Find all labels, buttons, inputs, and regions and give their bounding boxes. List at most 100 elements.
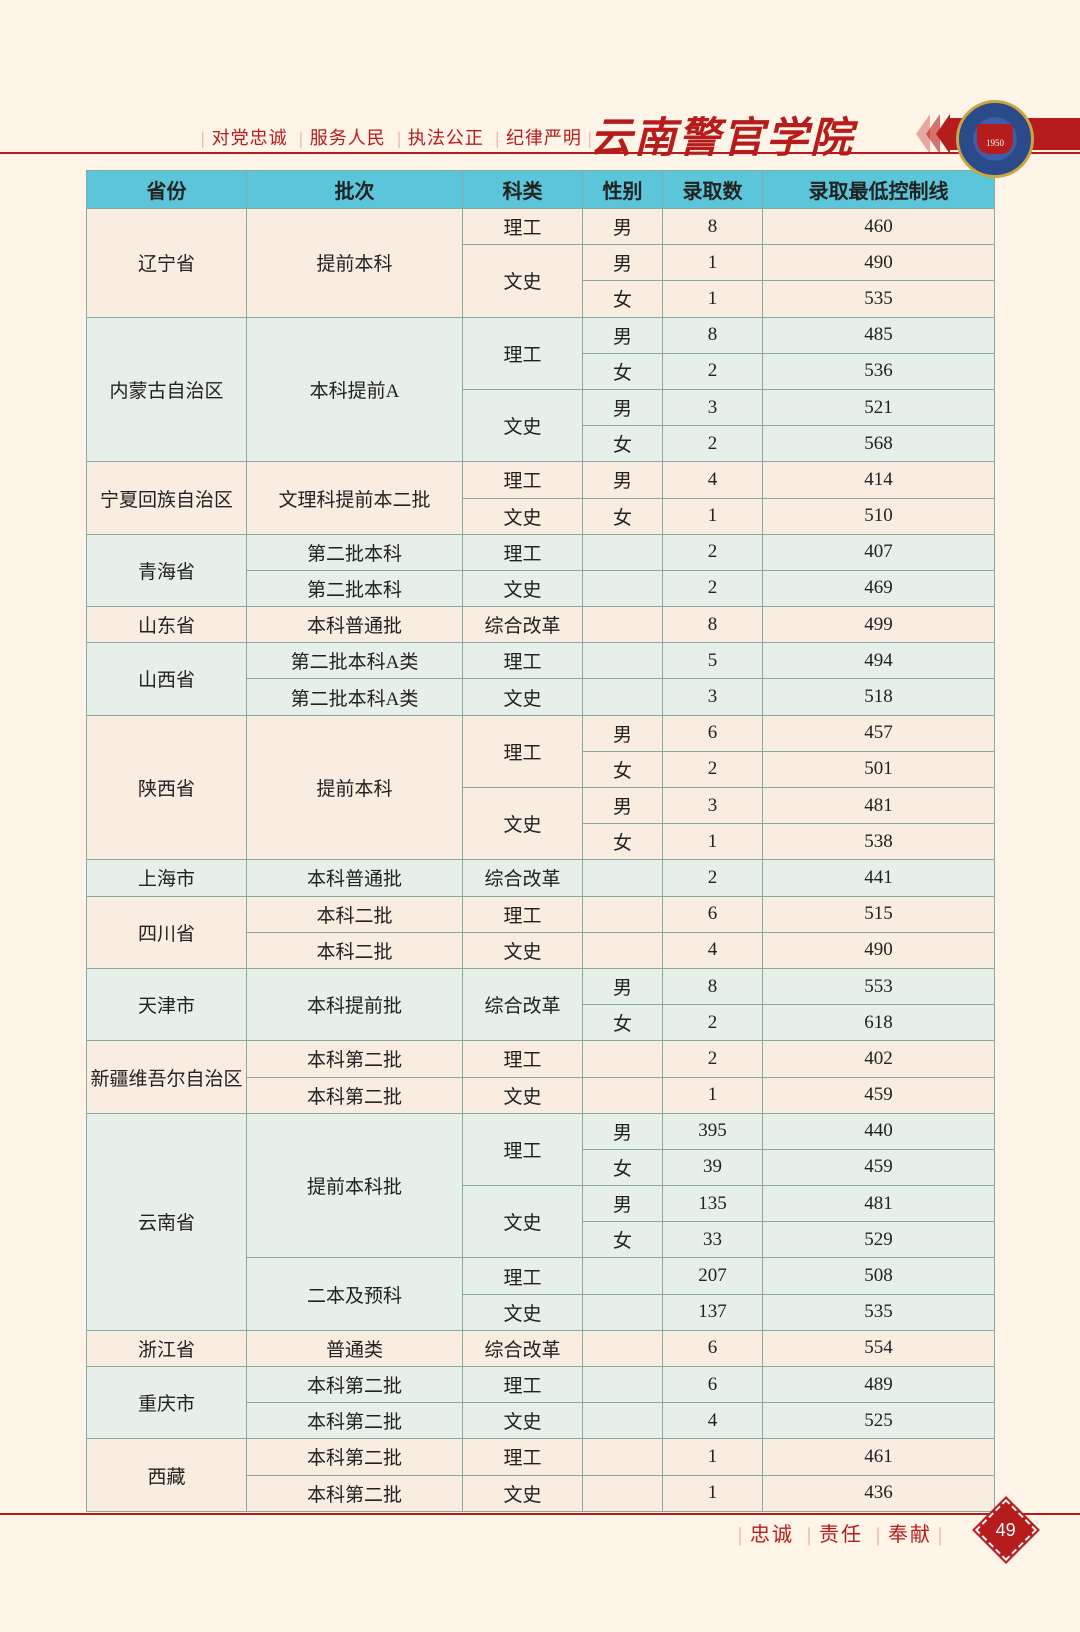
cell-gender bbox=[583, 534, 663, 570]
col-subject: 科类 bbox=[463, 171, 583, 209]
cell-batch: 第二批本科 bbox=[247, 570, 463, 606]
cell-gender: 男 bbox=[583, 462, 663, 498]
footer-motto-1: 忠诚 bbox=[750, 1524, 794, 1546]
cell-subject: 理工 bbox=[463, 643, 583, 679]
cell-score: 469 bbox=[763, 570, 995, 606]
cell-gender bbox=[583, 1439, 663, 1475]
cell-score: 510 bbox=[763, 498, 995, 534]
cell-count: 6 bbox=[663, 715, 763, 751]
cell-count: 1 bbox=[663, 498, 763, 534]
cell-gender bbox=[583, 1258, 663, 1294]
table-row: 天津市本科提前批综合改革男8553 bbox=[87, 968, 995, 1004]
cell-subject: 文史 bbox=[463, 1475, 583, 1511]
table-row: 辽宁省提前本科理工男8460 bbox=[87, 209, 995, 245]
cell-subject: 文史 bbox=[463, 498, 583, 534]
cell-batch: 二本及预科 bbox=[247, 1258, 463, 1330]
cell-count: 1 bbox=[663, 824, 763, 860]
cell-subject: 文史 bbox=[463, 1077, 583, 1113]
cell-score: 459 bbox=[763, 1077, 995, 1113]
cell-count: 395 bbox=[663, 1113, 763, 1149]
cell-count: 2 bbox=[663, 1041, 763, 1077]
cell-subject: 文史 bbox=[463, 932, 583, 968]
table-row: 云南省提前本科批理工男395440 bbox=[87, 1113, 995, 1149]
cell-count: 137 bbox=[663, 1294, 763, 1330]
cell-subject: 文史 bbox=[463, 1294, 583, 1330]
footer-line bbox=[0, 1513, 1080, 1515]
cell-gender bbox=[583, 570, 663, 606]
motto-1: 对党忠诚 bbox=[212, 128, 288, 148]
cell-province: 宁夏回族自治区 bbox=[87, 462, 247, 534]
cell-gender: 女 bbox=[583, 498, 663, 534]
cell-count: 2 bbox=[663, 353, 763, 389]
cell-province: 山东省 bbox=[87, 607, 247, 643]
cell-subject: 文史 bbox=[463, 679, 583, 715]
cell-count: 4 bbox=[663, 1403, 763, 1439]
motto-2: 服务人民 bbox=[310, 128, 386, 148]
cell-subject: 理工 bbox=[463, 1258, 583, 1294]
cell-score: 481 bbox=[763, 1186, 995, 1222]
cell-count: 1 bbox=[663, 245, 763, 281]
table-row: 四川省本科二批理工6515 bbox=[87, 896, 995, 932]
cell-subject: 理工 bbox=[463, 534, 583, 570]
table-row: 西藏本科第二批理工1461 bbox=[87, 1439, 995, 1475]
cell-gender bbox=[583, 607, 663, 643]
col-province: 省份 bbox=[87, 171, 247, 209]
cell-count: 8 bbox=[663, 317, 763, 353]
admission-table: 省份 批次 科类 性别 录取数 录取最低控制线 辽宁省提前本科理工男8460 文史… bbox=[86, 170, 995, 1512]
cell-subject: 综合改革 bbox=[463, 607, 583, 643]
cell-subject: 文史 bbox=[463, 1403, 583, 1439]
cell-count: 4 bbox=[663, 462, 763, 498]
cell-count: 6 bbox=[663, 1330, 763, 1366]
cell-province: 青海省 bbox=[87, 534, 247, 606]
cell-batch: 本科第二批 bbox=[247, 1475, 463, 1511]
cell-gender: 女 bbox=[583, 353, 663, 389]
cell-gender: 男 bbox=[583, 1186, 663, 1222]
cell-count: 3 bbox=[663, 389, 763, 425]
cell-count: 2 bbox=[663, 751, 763, 787]
admission-table-wrap: 省份 批次 科类 性别 录取数 录取最低控制线 辽宁省提前本科理工男8460 文史… bbox=[86, 170, 994, 1512]
cell-province: 西藏 bbox=[87, 1439, 247, 1511]
cell-subject: 文史 bbox=[463, 788, 583, 860]
cell-batch: 本科第二批 bbox=[247, 1439, 463, 1475]
motto-3: 执法公正 bbox=[408, 128, 484, 148]
cell-province: 内蒙古自治区 bbox=[87, 317, 247, 462]
cell-gender bbox=[583, 1367, 663, 1403]
cell-score: 521 bbox=[763, 389, 995, 425]
cell-province: 山西省 bbox=[87, 643, 247, 715]
cell-count: 39 bbox=[663, 1149, 763, 1185]
cell-count: 2 bbox=[663, 426, 763, 462]
table-row: 浙江省普通类综合改革6554 bbox=[87, 1330, 995, 1366]
cell-gender: 男 bbox=[583, 968, 663, 1004]
cell-count: 8 bbox=[663, 607, 763, 643]
cell-gender bbox=[583, 896, 663, 932]
col-count: 录取数 bbox=[663, 171, 763, 209]
table-body: 辽宁省提前本科理工男8460文史男1490女1535内蒙古自治区本科提前A理工男… bbox=[87, 209, 995, 1512]
cell-count: 33 bbox=[663, 1222, 763, 1258]
cell-subject: 文史 bbox=[463, 389, 583, 461]
header-line bbox=[0, 152, 1080, 154]
cell-batch: 第二批本科A类 bbox=[247, 679, 463, 715]
cell-gender: 男 bbox=[583, 715, 663, 751]
cell-gender bbox=[583, 1403, 663, 1439]
cell-subject: 理工 bbox=[463, 1439, 583, 1475]
cell-score: 538 bbox=[763, 824, 995, 860]
cell-province: 天津市 bbox=[87, 968, 247, 1040]
cell-count: 3 bbox=[663, 788, 763, 824]
badge-year: 1950 bbox=[986, 138, 1004, 148]
cell-gender: 女 bbox=[583, 1222, 663, 1258]
cell-score: 489 bbox=[763, 1367, 995, 1403]
school-badge-icon: 1950 bbox=[956, 100, 1034, 178]
cell-gender: 女 bbox=[583, 1149, 663, 1185]
cell-batch: 普通类 bbox=[247, 1330, 463, 1366]
cell-score: 436 bbox=[763, 1475, 995, 1511]
cell-count: 2 bbox=[663, 860, 763, 896]
cell-province: 四川省 bbox=[87, 896, 247, 968]
table-row: 内蒙古自治区本科提前A理工男8485 bbox=[87, 317, 995, 353]
cell-subject: 理工 bbox=[463, 1367, 583, 1403]
table-header-row: 省份 批次 科类 性别 录取数 录取最低控制线 bbox=[87, 171, 995, 209]
cell-subject: 理工 bbox=[463, 896, 583, 932]
cell-batch: 第二批本科 bbox=[247, 534, 463, 570]
cell-score: 501 bbox=[763, 751, 995, 787]
cell-batch: 提前本科 bbox=[247, 209, 463, 318]
cell-province: 陕西省 bbox=[87, 715, 247, 860]
